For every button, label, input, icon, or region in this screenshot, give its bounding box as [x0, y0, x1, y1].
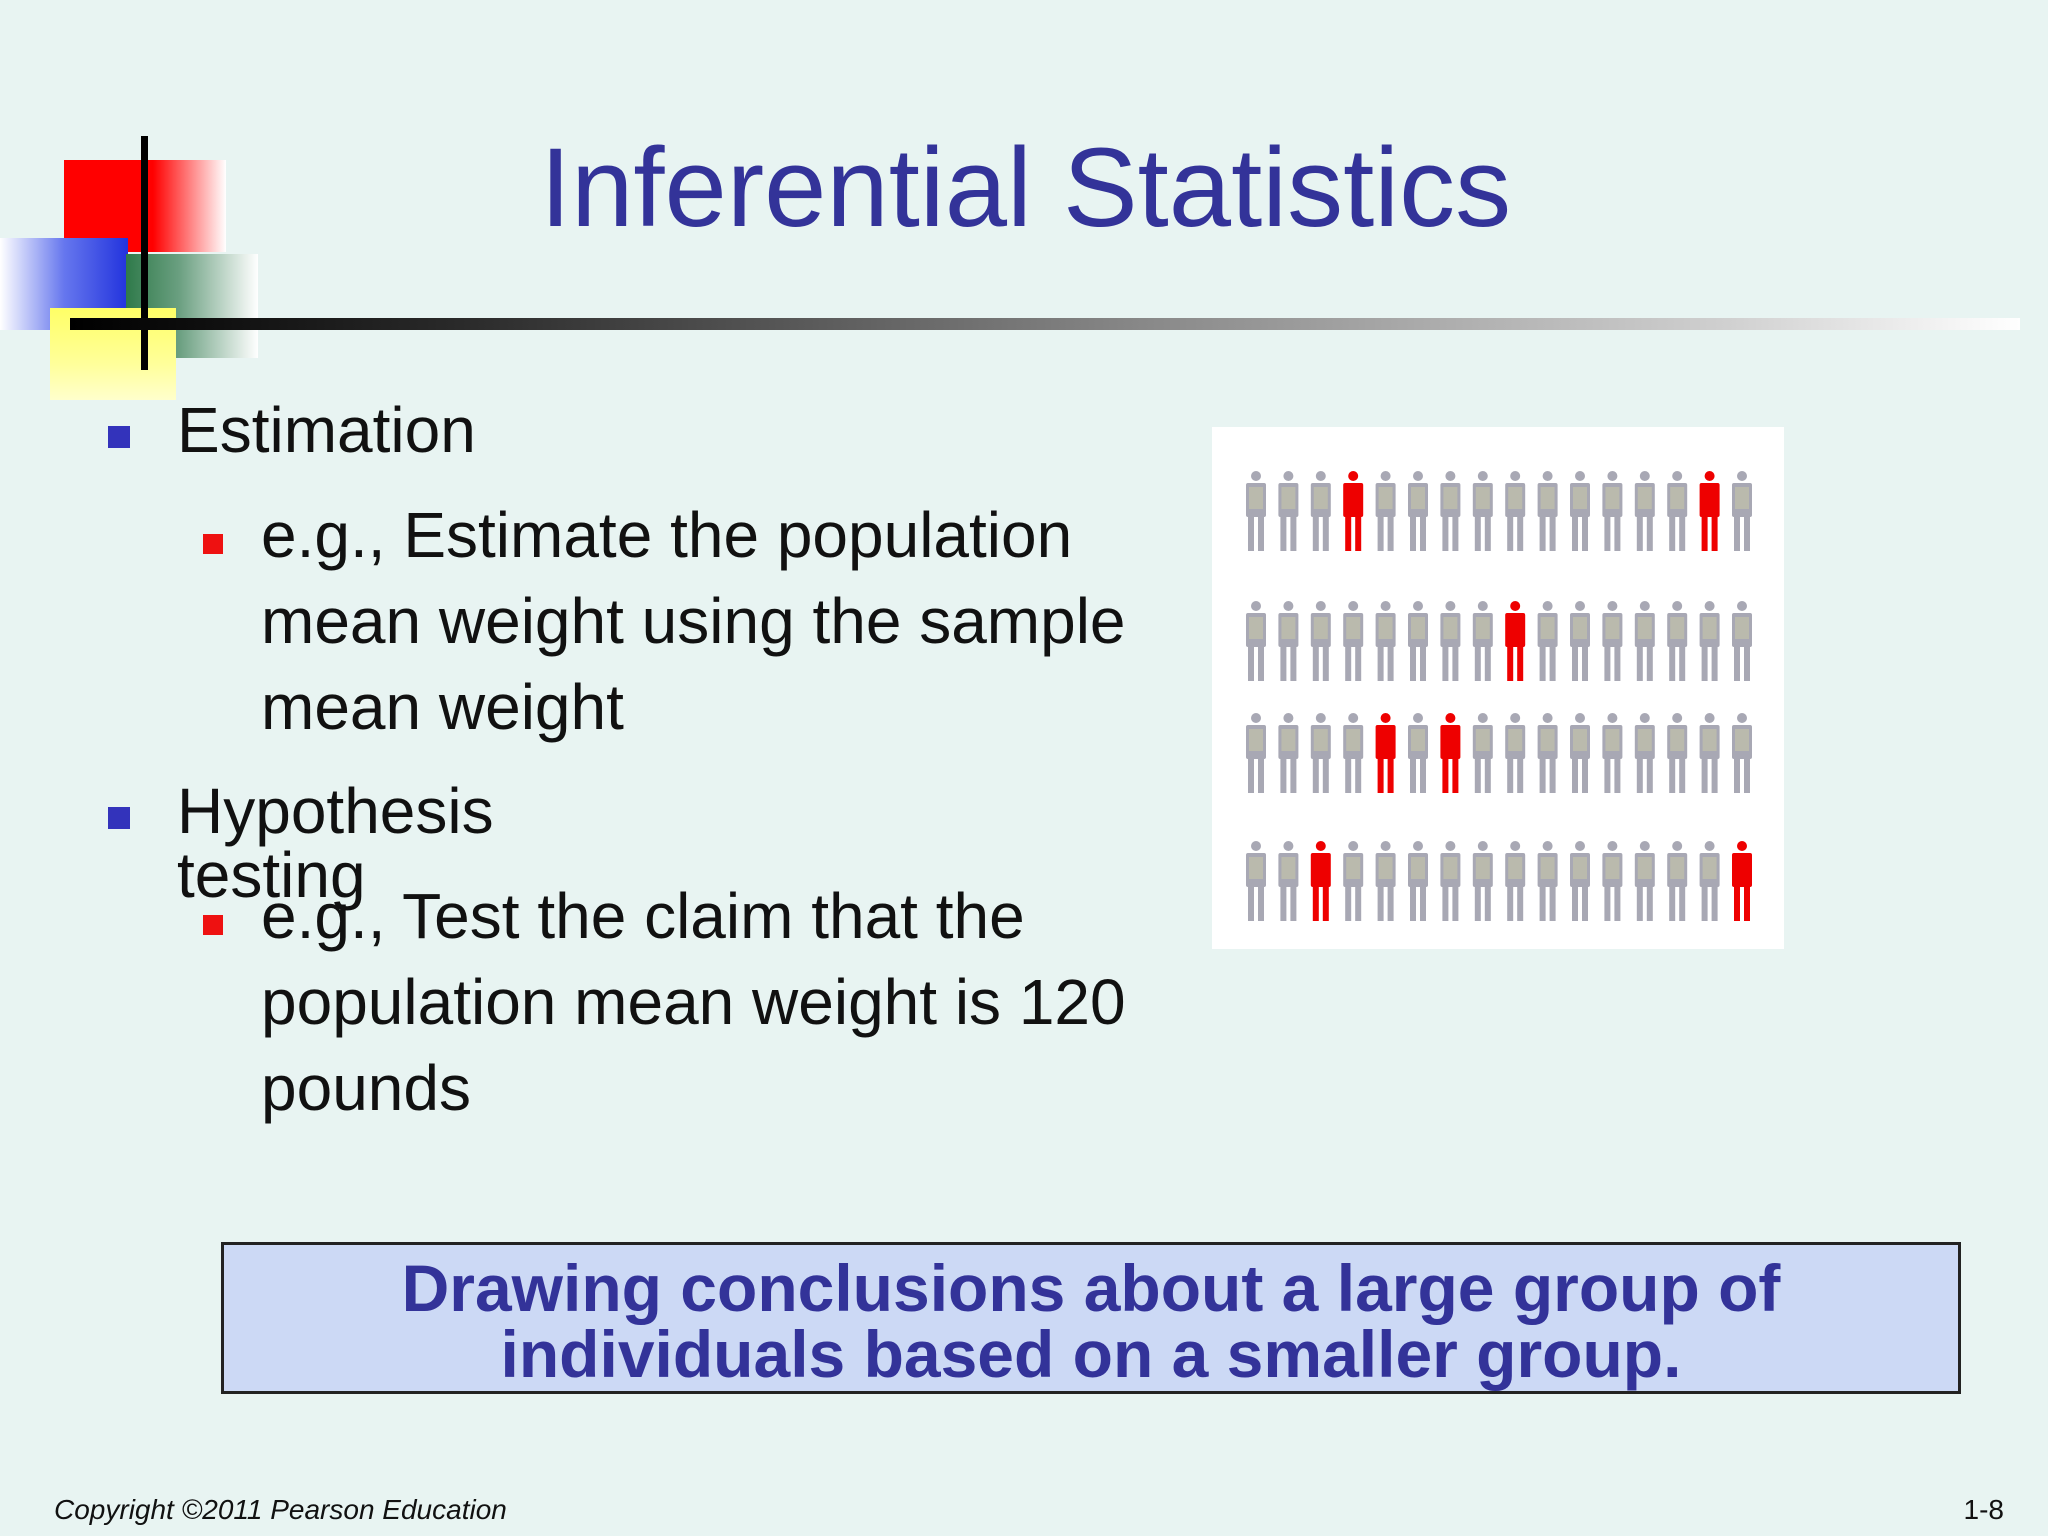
- person-icon: [1343, 713, 1364, 793]
- person-icon: [1472, 471, 1493, 551]
- title-decoration: [0, 0, 280, 410]
- sub-bullet-square-icon: [203, 915, 223, 935]
- person-icon: [1667, 601, 1688, 681]
- title-underline: [70, 318, 2020, 330]
- person-icon: [1570, 471, 1590, 551]
- person-icon: [1375, 471, 1396, 551]
- person-icon: [1310, 601, 1331, 681]
- person-icon: [1732, 601, 1752, 681]
- person-icon: [1246, 841, 1266, 921]
- person-icon: [1375, 841, 1396, 921]
- person-icon: [1278, 601, 1299, 681]
- bullet-square-icon: [108, 807, 130, 829]
- person-icon: [1408, 471, 1428, 551]
- person-icon: [1278, 713, 1299, 793]
- person-icon: [1440, 601, 1461, 681]
- population-sample-image: [1212, 427, 1784, 949]
- population-figures: [1246, 471, 1752, 921]
- person-icon: [1343, 601, 1364, 681]
- person-icon: [1634, 471, 1655, 551]
- person-icon: [1634, 713, 1655, 793]
- person-icon: [1408, 601, 1428, 681]
- person-icon: [1505, 713, 1526, 793]
- person-icon: [1310, 471, 1331, 551]
- person-icon: [1246, 713, 1266, 793]
- definition-callout-box: Drawing conclusions about a large group …: [221, 1242, 1961, 1394]
- person-icon: [1667, 471, 1688, 551]
- person-icon: [1570, 841, 1590, 921]
- callout-line-2: individuals based on a smaller group.: [500, 1317, 1682, 1391]
- person-icon: [1440, 841, 1461, 921]
- person-icon: [1602, 471, 1623, 551]
- sub-bullet-hypothesis-example: e.g., Test the claim that the population…: [261, 880, 1126, 1124]
- sampled-person-icon: [1440, 713, 1461, 793]
- person-icon: [1602, 601, 1623, 681]
- sub-bullet-estimation-example: e.g., Estimate the population mean weigh…: [261, 499, 1126, 743]
- person-icon: [1699, 713, 1720, 793]
- person-icon: [1634, 841, 1655, 921]
- bullet-estimation: Estimation: [177, 394, 476, 466]
- person-icon: [1537, 841, 1558, 921]
- person-icon: [1634, 601, 1655, 681]
- copyright-footer: Copyright ©2011 Pearson Education: [54, 1494, 507, 1525]
- person-icon: [1505, 841, 1526, 921]
- person-icon: [1667, 841, 1688, 921]
- person-icon: [1440, 471, 1461, 551]
- sampled-person-icon: [1310, 841, 1331, 921]
- slide-number: 1-8: [1963, 1494, 2004, 1525]
- sub-bullet-square-icon: [203, 534, 223, 554]
- slide-title: Inferential Statistics: [540, 125, 1512, 250]
- sampled-person-icon: [1699, 471, 1720, 551]
- person-icon: [1505, 471, 1526, 551]
- person-icon: [1537, 471, 1558, 551]
- bullet-hypothesis-testing: Hypothesis testing: [177, 775, 494, 911]
- sampled-person-icon: [1505, 601, 1526, 681]
- person-icon: [1732, 713, 1752, 793]
- decor-vertical-line: [141, 136, 148, 370]
- person-icon: [1472, 713, 1493, 793]
- sampled-person-icon: [1732, 841, 1752, 921]
- person-icon: [1278, 471, 1299, 551]
- person-icon: [1246, 601, 1266, 681]
- person-icon: [1472, 601, 1493, 681]
- person-icon: [1537, 713, 1558, 793]
- person-icon: [1667, 713, 1688, 793]
- person-icon: [1570, 713, 1590, 793]
- person-icon: [1570, 601, 1590, 681]
- person-icon: [1602, 713, 1623, 793]
- person-icon: [1472, 841, 1493, 921]
- person-icon: [1602, 841, 1623, 921]
- bullet-square-icon: [108, 426, 130, 448]
- person-icon: [1699, 841, 1720, 921]
- person-icon: [1343, 841, 1364, 921]
- person-icon: [1408, 841, 1428, 921]
- person-icon: [1375, 601, 1396, 681]
- person-icon: [1246, 471, 1266, 551]
- person-icon: [1699, 601, 1720, 681]
- person-icon: [1278, 841, 1299, 921]
- person-icon: [1732, 471, 1752, 551]
- person-icon: [1310, 713, 1331, 793]
- callout-line-1: Drawing conclusions about a large group …: [401, 1251, 1781, 1325]
- sampled-person-icon: [1375, 713, 1396, 793]
- person-icon: [1537, 601, 1558, 681]
- person-icon: [1408, 713, 1428, 793]
- sampled-person-icon: [1343, 471, 1364, 551]
